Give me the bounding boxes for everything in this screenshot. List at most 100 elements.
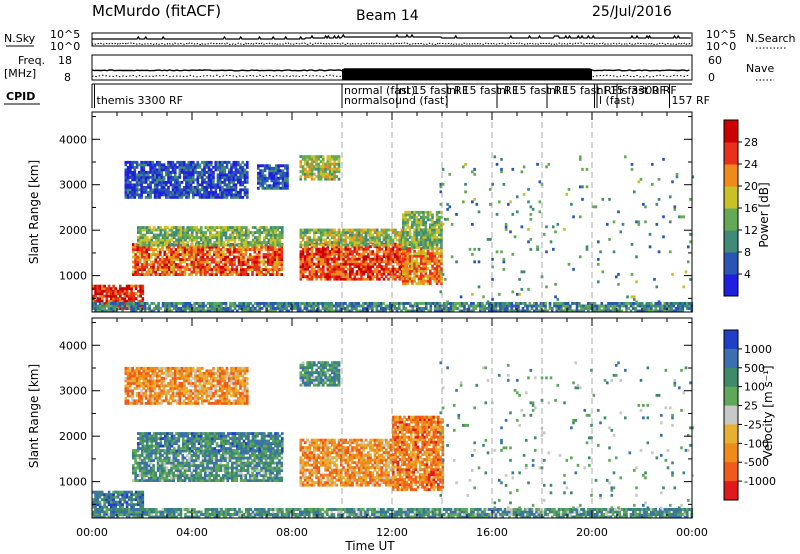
data-cell [133,173,137,177]
data-cell [501,304,505,308]
data-cell [380,243,384,247]
data-cell [220,309,223,313]
data-cell [299,277,303,281]
data-cell [240,260,243,264]
data-cell [128,307,131,311]
data-cell [406,233,410,237]
data-cell [141,466,144,470]
data-cell [98,287,102,291]
data-cell [258,273,261,276]
data-cell [431,249,434,253]
data-cell [369,228,372,232]
data-cell [177,241,181,244]
data-cell [326,257,330,261]
data-cell [153,195,157,199]
data-cell [268,174,271,178]
data-cell [254,236,257,239]
data-cell [663,309,667,313]
data-cell [204,236,208,239]
data-cell [324,170,327,174]
data-cell [170,248,173,251]
data-cell [181,265,185,269]
data-cell [265,231,268,234]
data-cell [326,255,330,259]
data-cell [369,231,372,234]
data-cell [553,302,556,305]
data-cell [140,183,143,187]
data-cell [536,245,539,249]
data-cell [186,231,190,234]
data-cell [175,241,178,244]
data-cell [319,247,323,251]
data-cell [192,160,195,164]
data-cell [219,250,223,254]
data-cell [150,466,153,470]
data-cell [220,238,223,242]
data-cell [299,160,303,164]
data-cell [385,243,388,247]
data-cell [260,302,264,305]
data-cell [584,307,588,310]
data-cell [144,170,148,174]
data-cell [203,178,206,182]
data-cell [342,275,345,279]
data-cell [275,176,278,180]
data-cell [281,307,284,310]
data-cell [426,274,430,278]
data-cell [114,309,118,313]
data-cell [256,241,259,244]
data-cell [243,193,247,197]
data-cell [333,262,336,266]
data-cell [391,272,395,276]
data-cell [424,272,428,276]
data-cell [422,243,425,247]
data-cell [204,245,207,249]
data-cell [182,233,185,237]
data-cell [178,175,182,179]
data-cell [389,242,393,246]
data-cell [420,228,423,232]
data-cell [132,248,135,251]
data-cell [263,236,266,239]
data-cell [212,183,215,187]
data-cell [440,272,443,276]
data-cell [376,277,379,281]
data-cell [402,267,405,271]
data-cell [342,228,345,232]
data-cell [431,230,434,234]
data-cell [147,160,150,164]
data-cell [219,248,223,251]
data-cell [408,279,412,283]
data-cell [182,241,185,244]
data-cell [344,228,348,232]
data-cell [129,165,132,169]
data-cell [261,169,265,173]
data-cell [315,155,318,159]
data-cell [408,272,412,276]
data-cell [394,277,397,281]
data-cell [275,181,278,185]
data-cell [257,166,260,170]
data-cell [150,309,154,313]
data-cell [431,272,434,276]
data-cell [461,309,464,313]
data-cell [125,294,129,298]
data-cell [251,260,254,264]
data-cell [607,309,610,313]
data-cell [210,248,214,251]
data-cell [564,307,568,310]
data-cell [274,228,277,232]
data-cell [326,304,329,308]
data-cell [672,309,676,313]
data-cell [160,185,164,189]
data-cell [231,236,235,239]
data-cell [344,233,348,237]
data-cell [454,302,457,305]
data-cell [237,190,240,194]
data-cell [271,270,275,274]
data-cell [143,233,147,237]
data-cell [165,268,169,271]
data-cell [371,275,375,279]
data-cell [150,260,153,264]
data-cell [224,302,228,305]
